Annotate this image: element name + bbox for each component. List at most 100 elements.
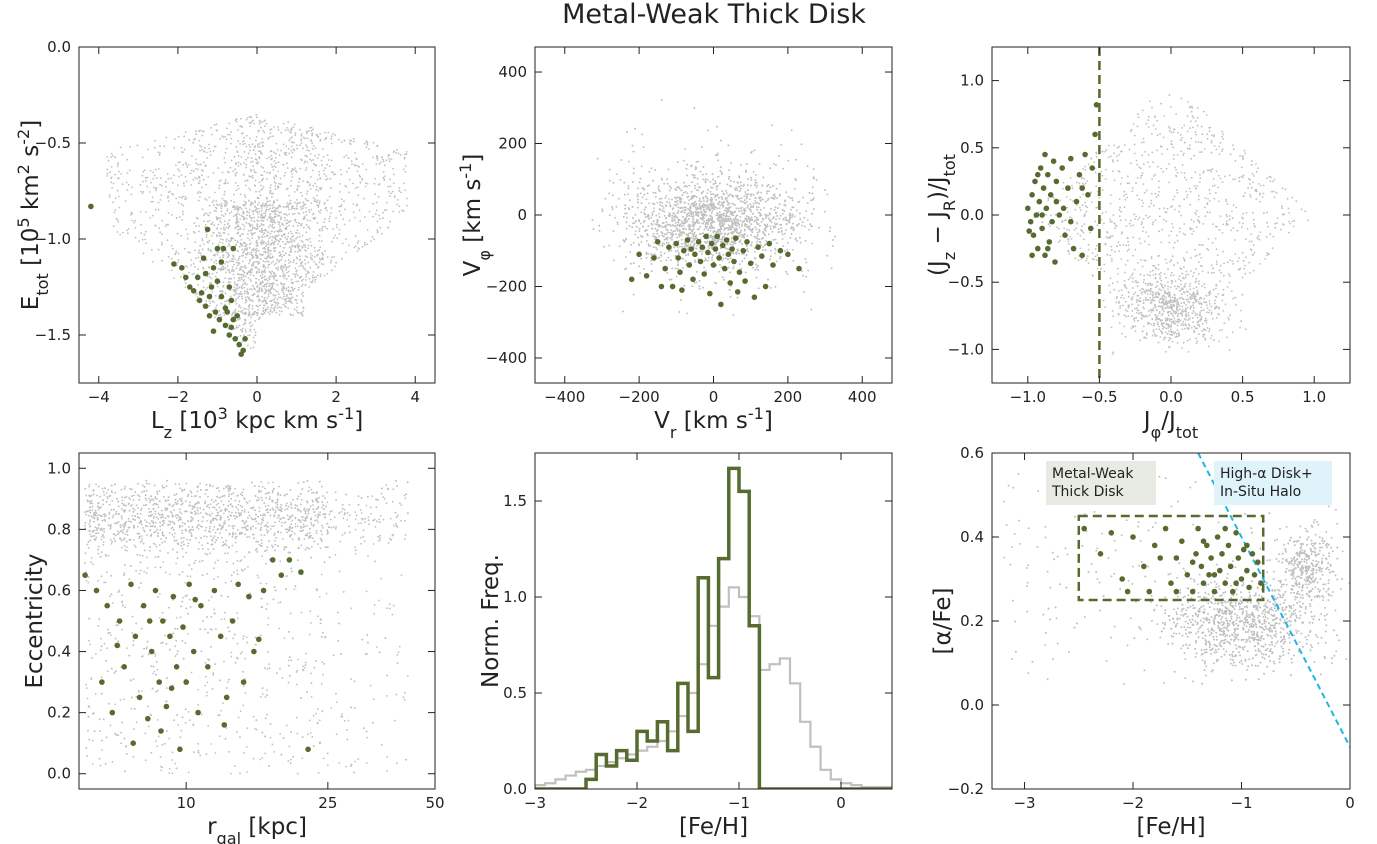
background-point <box>707 229 709 231</box>
background-point <box>691 285 694 287</box>
background-point <box>213 145 216 148</box>
background-point <box>365 146 368 149</box>
background-point <box>769 255 772 258</box>
background-point <box>738 197 741 200</box>
background-point <box>313 200 316 203</box>
x-axis-label: Lz [103 kpc km s-1] <box>151 404 363 442</box>
background-point <box>196 192 199 195</box>
background-point <box>703 266 705 269</box>
background-point <box>318 228 321 231</box>
background-point <box>178 216 181 218</box>
background-point <box>295 221 298 224</box>
background-point <box>295 256 298 259</box>
background-point <box>322 147 324 150</box>
background-point <box>608 179 611 182</box>
background-point <box>264 210 267 213</box>
background-point <box>661 205 664 208</box>
background-point <box>284 129 287 132</box>
background-point <box>363 142 366 145</box>
background-point <box>264 214 267 217</box>
background-point <box>304 137 306 140</box>
background-point <box>684 201 686 204</box>
background-point <box>711 209 714 212</box>
background-point <box>250 271 253 274</box>
background-point <box>188 139 191 141</box>
background-point <box>252 232 255 235</box>
background-point <box>290 170 293 173</box>
background-point <box>330 137 333 140</box>
background-point <box>294 298 297 301</box>
background-point <box>361 246 364 248</box>
background-point <box>224 205 227 207</box>
background-point <box>256 197 259 200</box>
background-point <box>773 222 776 225</box>
background-point <box>256 270 258 273</box>
background-point <box>228 303 231 305</box>
background-point <box>309 237 311 240</box>
background-point <box>281 297 284 300</box>
background-point <box>258 119 261 122</box>
background-point <box>286 219 289 222</box>
background-point <box>211 272 214 275</box>
background-point <box>219 137 222 140</box>
background-point <box>268 263 271 266</box>
background-point <box>250 217 252 220</box>
background-point <box>644 230 646 233</box>
background-point <box>201 130 204 133</box>
background-point <box>233 328 236 331</box>
background-point <box>390 192 392 195</box>
background-point <box>167 256 170 258</box>
background-point <box>653 203 656 206</box>
background-point <box>215 262 218 265</box>
background-point <box>297 212 300 214</box>
background-point <box>291 168 294 170</box>
background-point <box>739 200 742 203</box>
background-point <box>205 183 208 186</box>
background-point <box>248 298 251 301</box>
background-point <box>190 169 193 172</box>
background-point <box>321 252 323 254</box>
plot-area <box>591 99 836 317</box>
background-point <box>280 234 283 237</box>
background-point <box>343 156 346 159</box>
background-point <box>338 233 341 235</box>
background-point <box>372 141 375 144</box>
background-point <box>107 159 110 162</box>
background-point <box>305 199 308 202</box>
background-point <box>295 262 298 265</box>
background-point <box>255 277 257 280</box>
background-point <box>110 152 113 155</box>
background-point <box>288 265 291 267</box>
background-point <box>404 165 407 168</box>
background-point <box>249 189 252 191</box>
background-point <box>273 216 276 219</box>
background-point <box>268 285 270 288</box>
background-point <box>809 223 812 226</box>
background-point <box>735 187 738 190</box>
background-point <box>218 180 221 183</box>
background-point <box>668 212 671 215</box>
background-point <box>238 269 241 271</box>
background-point <box>289 230 292 233</box>
background-point <box>230 137 233 140</box>
background-point <box>234 182 237 184</box>
background-point <box>347 244 350 247</box>
background-point <box>228 134 231 136</box>
background-point <box>226 265 229 267</box>
background-point <box>651 254 653 256</box>
background-point <box>714 180 717 183</box>
background-point <box>311 142 314 145</box>
background-point <box>316 204 319 207</box>
background-point <box>726 197 729 200</box>
background-point <box>353 246 356 249</box>
background-point <box>233 294 236 297</box>
background-point <box>274 235 277 238</box>
background-point <box>296 144 298 147</box>
background-point <box>285 226 288 228</box>
background-point <box>235 267 238 270</box>
background-points <box>591 99 836 317</box>
selected-point <box>198 290 205 296</box>
background-point <box>312 271 315 273</box>
background-point <box>270 286 273 289</box>
background-point <box>204 288 207 291</box>
